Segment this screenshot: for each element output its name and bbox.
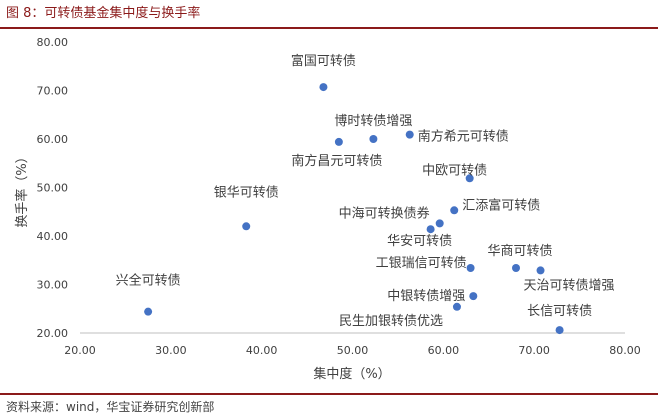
y-tick-label: 80.00 — [37, 36, 69, 49]
y-tick-label: 30.00 — [37, 279, 69, 292]
data-point — [426, 225, 435, 234]
data-point — [319, 83, 328, 92]
data-point — [369, 135, 378, 143]
x-axis-label: 集中度（%） — [313, 366, 390, 382]
y-tick-label: 40.00 — [37, 230, 69, 243]
data-point — [450, 206, 459, 215]
data-point — [555, 326, 564, 335]
y-axis-label: 换手率（%） — [14, 150, 30, 227]
point-label: 工银瑞信可转债 — [376, 256, 467, 271]
scatter-chart: 20.00 30.00 40.00 50.00 60.00 70.00 80.00 20.00… — [14, 36, 641, 382]
point-label: 天治可转债增强 — [524, 278, 615, 293]
point-label: 华安可转债 — [387, 234, 452, 249]
x-tick-label: 30.00 — [155, 344, 187, 357]
data-points — [144, 83, 564, 335]
point-label: 博时转债增强 — [334, 114, 412, 129]
x-tick-label: 70.00 — [518, 344, 550, 357]
point-label: 兴全可转债 — [116, 273, 181, 289]
point-labels: 富国可转债博时转债增强南方希元可转债南方昌元可转债中欧可转债汇添富可转债中海可转… — [116, 53, 615, 329]
x-tick-label: 50.00 — [337, 344, 369, 357]
source-rule — [0, 393, 658, 395]
x-tick-label: 40.00 — [246, 344, 278, 357]
data-point — [334, 137, 343, 146]
point-label: 富国可转债 — [291, 53, 356, 69]
point-label: 南方希元可转债 — [418, 129, 509, 145]
x-tick-label: 20.00 — [64, 344, 96, 357]
y-tick-label: 70.00 — [37, 85, 69, 98]
data-point — [466, 264, 475, 273]
data-point — [536, 266, 545, 275]
y-tick-label: 60.00 — [37, 133, 69, 146]
data-point — [144, 307, 153, 316]
x-tick-label: 60.00 — [428, 344, 460, 357]
tick-labels: 20.00 30.00 40.00 50.00 60.00 70.00 80.00 20.00… — [37, 36, 641, 357]
point-label: 民生加银转债优选 — [339, 314, 443, 329]
data-point — [465, 174, 474, 183]
data-point — [405, 130, 414, 139]
point-label: 汇添富可转债 — [462, 197, 540, 213]
figure-title: 图 8：可转债基金集中度与换手率 — [6, 6, 201, 21]
title-rule — [0, 27, 658, 29]
data-point — [242, 222, 251, 231]
data-point — [435, 219, 444, 228]
y-tick-label: 50.00 — [37, 182, 69, 195]
y-tick-label: 20.00 — [37, 327, 69, 340]
point-label: 长信可转债 — [527, 304, 592, 319]
point-label: 华商可转债 — [487, 244, 552, 259]
point-label: 银华可转债 — [214, 185, 279, 200]
point-label: 中欧可转债 — [422, 163, 487, 178]
data-point — [512, 264, 520, 273]
source-note: 资料来源：wind，华宝证券研究创新部 — [6, 400, 215, 414]
data-point — [469, 292, 478, 301]
point-label: 中海可转换债券 — [339, 205, 430, 221]
x-tick-label: 80.00 — [609, 344, 641, 357]
data-point — [452, 302, 461, 311]
point-label: 中银转债增强 — [387, 289, 465, 304]
point-label: 南方昌元可转债 — [291, 153, 382, 169]
